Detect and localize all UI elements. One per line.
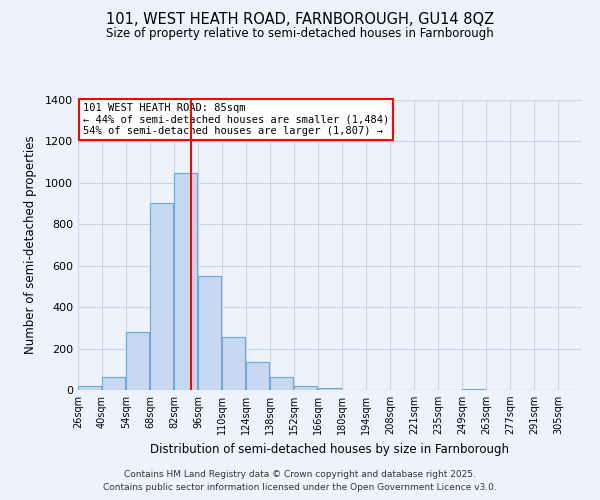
Bar (150, 202, 173, 390)
Bar (462, 389, 485, 390)
Bar (198, 276, 221, 390)
Bar (270, 376, 293, 390)
Bar (294, 386, 317, 390)
Text: Size of property relative to semi-detached houses in Farnborough: Size of property relative to semi-detach… (106, 28, 494, 40)
Text: 101, WEST HEATH ROAD, FARNBOROUGH, GU14 8QZ: 101, WEST HEATH ROAD, FARNBOROUGH, GU14 … (106, 12, 494, 28)
Bar (126, 332, 149, 390)
Text: Contains public sector information licensed under the Open Government Licence v3: Contains public sector information licen… (103, 484, 497, 492)
Bar (318, 388, 341, 390)
Bar (174, 172, 197, 390)
Bar (222, 337, 245, 390)
Bar (78, 386, 101, 390)
Text: 101 WEST HEATH ROAD: 85sqm
← 44% of semi-detached houses are smaller (1,484)
54%: 101 WEST HEATH ROAD: 85sqm ← 44% of semi… (83, 103, 389, 136)
Bar (246, 362, 269, 390)
Y-axis label: Number of semi-detached properties: Number of semi-detached properties (23, 136, 37, 354)
X-axis label: Distribution of semi-detached houses by size in Farnborough: Distribution of semi-detached houses by … (151, 442, 509, 456)
Bar (102, 376, 125, 390)
Text: Contains HM Land Registry data © Crown copyright and database right 2025.: Contains HM Land Registry data © Crown c… (124, 470, 476, 479)
